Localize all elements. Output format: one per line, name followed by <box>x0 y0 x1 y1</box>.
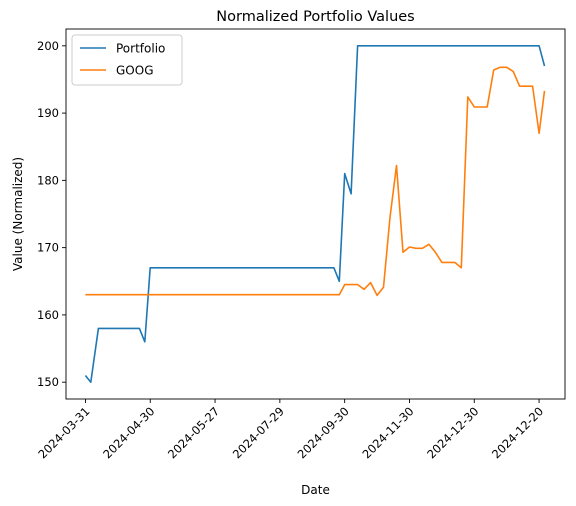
series-layer <box>84 44 546 384</box>
y-tick-label: 200 <box>37 39 59 53</box>
plot-area <box>65 28 566 400</box>
y-tick-label: 160 <box>37 308 59 322</box>
y-tick-label: 190 <box>37 106 59 120</box>
legend-label: Portfolio <box>116 42 165 56</box>
y-tick-label: 180 <box>37 173 59 187</box>
x-axis-label: Date <box>301 483 330 497</box>
y-tick-label: 150 <box>37 375 59 389</box>
series-line-portfolio <box>84 44 546 384</box>
series-line-goog <box>85 66 546 297</box>
y-tick-label: 170 <box>37 241 59 255</box>
y-axis-label: Value (Normalized) <box>11 157 25 271</box>
chart-title: Normalized Portfolio Values <box>216 9 414 25</box>
legend: Portfolio GOOG <box>71 34 183 86</box>
y-axis: 150 160 170 180 190 200 <box>37 39 66 389</box>
legend-label: GOOG <box>116 64 154 78</box>
plot-frame <box>65 28 566 400</box>
